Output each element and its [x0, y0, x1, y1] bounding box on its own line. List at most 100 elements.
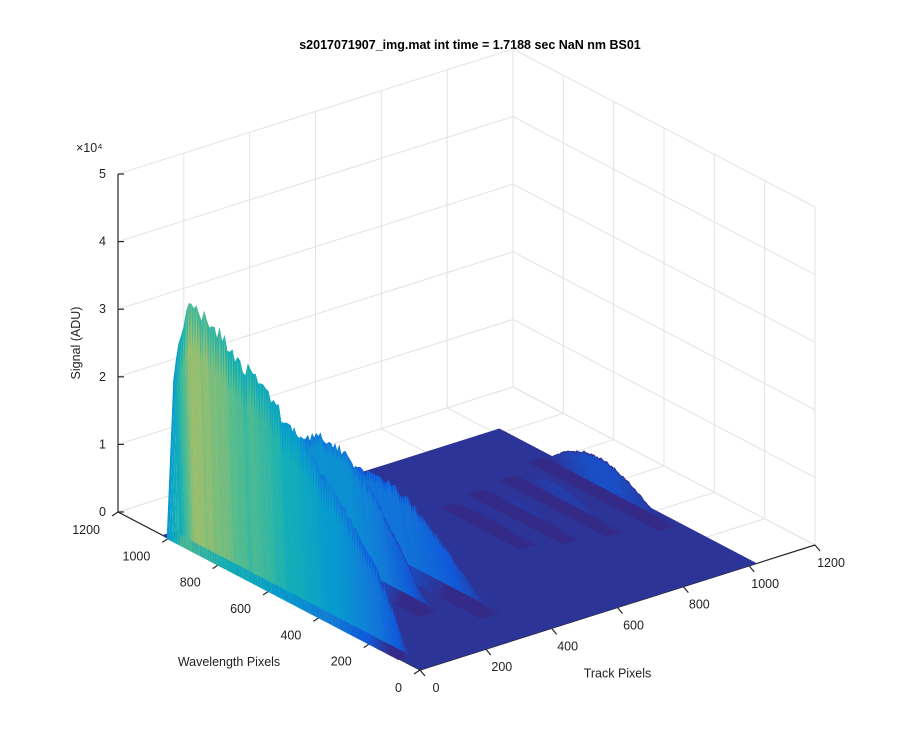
surface-patch [630, 484, 641, 508]
surface-patch [325, 482, 335, 616]
z-exponent-label: ×10⁴ [76, 141, 103, 155]
surface-patch [475, 493, 486, 500]
surface-patch [514, 497, 525, 511]
surface-patch [601, 520, 612, 526]
surface-patch [521, 477, 531, 484]
surface-patch [595, 456, 606, 490]
surface-patch [632, 486, 642, 509]
surface-patch [479, 491, 490, 495]
surface-patch [565, 488, 576, 507]
surface-patch [482, 517, 492, 531]
surface-patch [438, 538, 451, 587]
surface-patch [515, 536, 525, 539]
surface-patch [648, 505, 658, 517]
surface-patch [501, 493, 511, 504]
surface-patch [547, 526, 557, 537]
surface-patch [503, 532, 513, 542]
surface-patch [513, 534, 524, 538]
surface-patch [511, 539, 522, 546]
surface-patch [301, 446, 312, 604]
surface-patch [517, 544, 527, 549]
surface-patch [539, 477, 549, 493]
surface-patch [528, 477, 538, 488]
surface-patch [520, 500, 530, 514]
surface-patch [260, 383, 270, 582]
surface-patch [495, 526, 505, 538]
surface-patch [590, 453, 600, 487]
surface-patch [554, 533, 564, 541]
surface-patch [484, 513, 494, 522]
surface-patch [651, 518, 662, 528]
surface-patch [572, 451, 583, 478]
tick-labels: 0200400600800100012000200400600800100012… [72, 167, 845, 695]
surface-patch [473, 604, 487, 617]
surface-patch [366, 485, 379, 580]
surface-patch [520, 539, 530, 541]
surface-patch [485, 518, 495, 532]
surface-patch [664, 524, 674, 527]
surface-patch [294, 427, 304, 600]
surface-patch [522, 500, 532, 515]
surface-patch [491, 523, 501, 536]
surface-patch [450, 506, 460, 514]
surface-patch [510, 538, 520, 545]
surface-patch [572, 493, 583, 511]
z-tick-label: 5 [99, 167, 106, 181]
x-tick-mark [748, 565, 755, 573]
surface-patch [473, 512, 483, 526]
x-tick-label: 600 [623, 619, 644, 633]
surface-patch [368, 555, 378, 639]
surface-patch [479, 515, 489, 529]
surface-patch [564, 535, 575, 537]
surface-patch [204, 310, 214, 553]
surface-patch [183, 311, 193, 542]
surface-patch [480, 492, 490, 502]
y-tick-label: 600 [230, 602, 251, 616]
surface-patch [414, 505, 428, 575]
surface-patch [454, 506, 464, 516]
surface-patch [507, 475, 518, 479]
surface-patch [530, 461, 541, 465]
surface-patch [471, 600, 484, 616]
surface-patch [268, 391, 278, 586]
surface-patch [508, 530, 518, 535]
surface-patch [563, 451, 574, 473]
surface-patch [511, 532, 521, 536]
surface-patch [457, 565, 470, 597]
surface-patch [514, 542, 524, 548]
surface-patch [564, 488, 574, 506]
surface-patch [404, 556, 417, 599]
surface-patch [581, 500, 591, 515]
surface-patch [410, 570, 423, 603]
surface-patch [562, 487, 572, 505]
surface-patch [515, 476, 525, 490]
surface-patch [523, 501, 533, 515]
chart-title: s2017071907_img.mat int time = 1.7188 se… [299, 38, 641, 52]
surface-patch [513, 478, 524, 480]
surface-patch [525, 542, 535, 546]
surface-patch [445, 506, 455, 512]
surface-patch [611, 465, 622, 498]
surface-patch [537, 511, 547, 523]
x-tick-label: 0 [433, 681, 440, 695]
surface-patch [469, 511, 480, 524]
surface-patch [557, 536, 567, 543]
surface-patch [235, 357, 245, 569]
surface-patch [520, 477, 530, 483]
surface-patch [479, 512, 490, 520]
surface-patch [481, 492, 492, 494]
surface-patch [542, 478, 553, 495]
surface-patch [543, 523, 554, 535]
surface-patch [440, 505, 450, 509]
surface-patch [483, 604, 496, 611]
surface-patch [460, 508, 471, 520]
surface-patch [498, 528, 508, 539]
surface-patch [559, 452, 570, 471]
surface-patch [503, 532, 514, 542]
surface-patch [588, 453, 599, 486]
surface-patch [578, 498, 589, 514]
surface-patch [561, 532, 571, 535]
surface-patch [569, 491, 579, 509]
surface-patch [506, 535, 516, 544]
